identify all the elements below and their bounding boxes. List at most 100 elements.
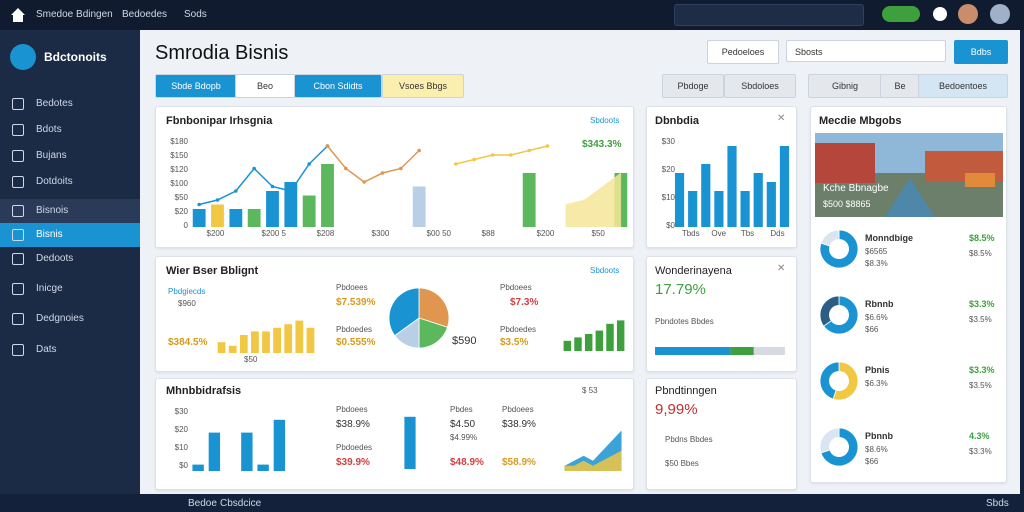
search-box[interactable] <box>674 4 864 26</box>
menu-item[interactable]: Bisnis <box>36 229 63 240</box>
avatar[interactable] <box>958 4 978 24</box>
progress-segment <box>655 347 731 355</box>
value: 9,99% <box>655 401 698 418</box>
panel-title: Dbnbdia <box>655 115 699 127</box>
bar <box>262 331 270 353</box>
bar <box>257 464 269 471</box>
item-name: Monndbige <box>865 233 913 243</box>
tab[interactable]: Vsoes Bbgs <box>382 74 464 98</box>
donut <box>819 295 859 335</box>
foot: $50 <box>244 355 258 364</box>
menu-item[interactable]: Dedoots <box>36 253 74 264</box>
close-icon[interactable]: ✕ <box>777 263 786 274</box>
menu-item[interactable]: Dotdoits <box>36 176 73 187</box>
bar <box>321 164 334 227</box>
y-tick-label: $180 <box>170 137 188 146</box>
filter[interactable]: Be <box>880 74 920 98</box>
menu-item[interactable]: Bedotes <box>36 98 73 109</box>
point <box>325 144 330 148</box>
growth-panel: Wonderinayena ✕ 17.79% Pbndotes Bbdes <box>646 256 797 372</box>
item-sub: $66 <box>865 457 879 466</box>
avatar[interactable] <box>990 4 1010 24</box>
pie-slice <box>819 295 840 327</box>
menu-item[interactable]: Inicge <box>36 283 63 294</box>
filter[interactable]: Bedoentoes <box>918 74 1008 98</box>
panel-title: Pbndtinngen <box>655 385 717 397</box>
progress-segment <box>730 347 754 355</box>
value: 17.79% <box>655 281 706 298</box>
bar <box>228 345 237 353</box>
value: $39.9% <box>336 457 370 468</box>
toggle[interactable] <box>882 6 920 22</box>
bar <box>563 340 572 351</box>
filter[interactable]: Gibnig <box>808 74 882 98</box>
point <box>509 153 513 157</box>
menu-item[interactable]: Bdots <box>36 124 62 135</box>
tab[interactable]: Cbon Sdidts <box>294 74 382 98</box>
label: $50 Bbes <box>665 459 699 468</box>
donut-hole <box>829 239 849 259</box>
menu-icon <box>12 229 24 241</box>
value: $38.9% <box>336 419 370 430</box>
menu-icon <box>12 253 24 265</box>
y-tick-label: $10 <box>661 193 675 202</box>
panel-title: Wier Bser Bblignt <box>166 265 259 277</box>
nav-link[interactable]: Smedoe Bdingen <box>36 9 113 20</box>
chart <box>217 320 315 353</box>
y-tick-label: 0 <box>183 221 188 230</box>
users-panel: Wier Bser Bblignt Sbdoots Pbdgiecds $960… <box>155 256 634 372</box>
bar <box>192 464 204 471</box>
primary-button[interactable]: Bdbs <box>954 40 1008 64</box>
x-tick-label: $50 <box>591 229 605 238</box>
tab[interactable]: Sbde Bdopb <box>155 74 237 98</box>
filter[interactable]: Sbdoloes <box>724 74 796 98</box>
close-icon[interactable]: ✕ <box>777 113 786 124</box>
value: $48.9% <box>450 457 484 468</box>
value: $0.555% <box>336 337 376 348</box>
footer-item[interactable]: Bedoe <box>188 498 217 509</box>
point <box>289 189 293 193</box>
nav-link[interactable]: Sods <box>184 9 207 20</box>
select[interactable]: Sbosts <box>786 40 946 62</box>
sidebar: Bdctonoits Bedotes Bdots Bujans Dotdoits Bis… <box>0 30 140 494</box>
bar <box>522 173 536 227</box>
donut-hole <box>829 371 849 391</box>
x-tick-label: $88 <box>481 229 495 238</box>
tab[interactable]: Beo <box>235 74 295 98</box>
point <box>197 202 201 207</box>
point <box>270 184 275 189</box>
home-icon[interactable] <box>10 7 26 23</box>
menu-item[interactable]: Dedgnoies <box>36 313 84 324</box>
menu-item[interactable]: Bisnois <box>36 205 69 216</box>
bar <box>574 337 582 351</box>
bar <box>251 331 259 353</box>
donut <box>819 427 859 467</box>
menu-item[interactable]: Dats <box>36 344 57 355</box>
footer-item[interactable]: Cbsdcice <box>220 498 262 509</box>
bar <box>766 182 776 227</box>
notification-icon[interactable] <box>933 7 947 21</box>
nav-link[interactable]: Bedoedes <box>122 9 168 20</box>
y-tick-label: $0 <box>666 221 675 230</box>
bar <box>273 327 281 353</box>
bar <box>606 323 614 351</box>
pie-slice <box>418 287 450 328</box>
filter[interactable]: Pbdoge <box>662 74 724 98</box>
value: $4.99% <box>450 433 478 442</box>
point <box>234 189 238 193</box>
bar <box>404 416 416 469</box>
menu-item[interactable]: Bujans <box>36 150 67 161</box>
link[interactable]: $ 53 <box>582 386 598 395</box>
page-title: Smrodia Bisnis <box>155 42 289 64</box>
panel-title: Mecdie Mbgobs <box>819 115 902 127</box>
link[interactable]: Sbdoots <box>590 266 620 275</box>
link[interactable]: Sbdoots <box>590 116 620 125</box>
bar <box>295 320 304 353</box>
area <box>564 450 622 471</box>
bar <box>412 186 426 227</box>
bar <box>302 195 316 227</box>
point <box>417 148 421 153</box>
button[interactable]: Pedoeloes <box>707 40 779 64</box>
footer-item[interactable]: Sbds <box>986 498 1009 509</box>
menu-icon <box>12 98 24 110</box>
